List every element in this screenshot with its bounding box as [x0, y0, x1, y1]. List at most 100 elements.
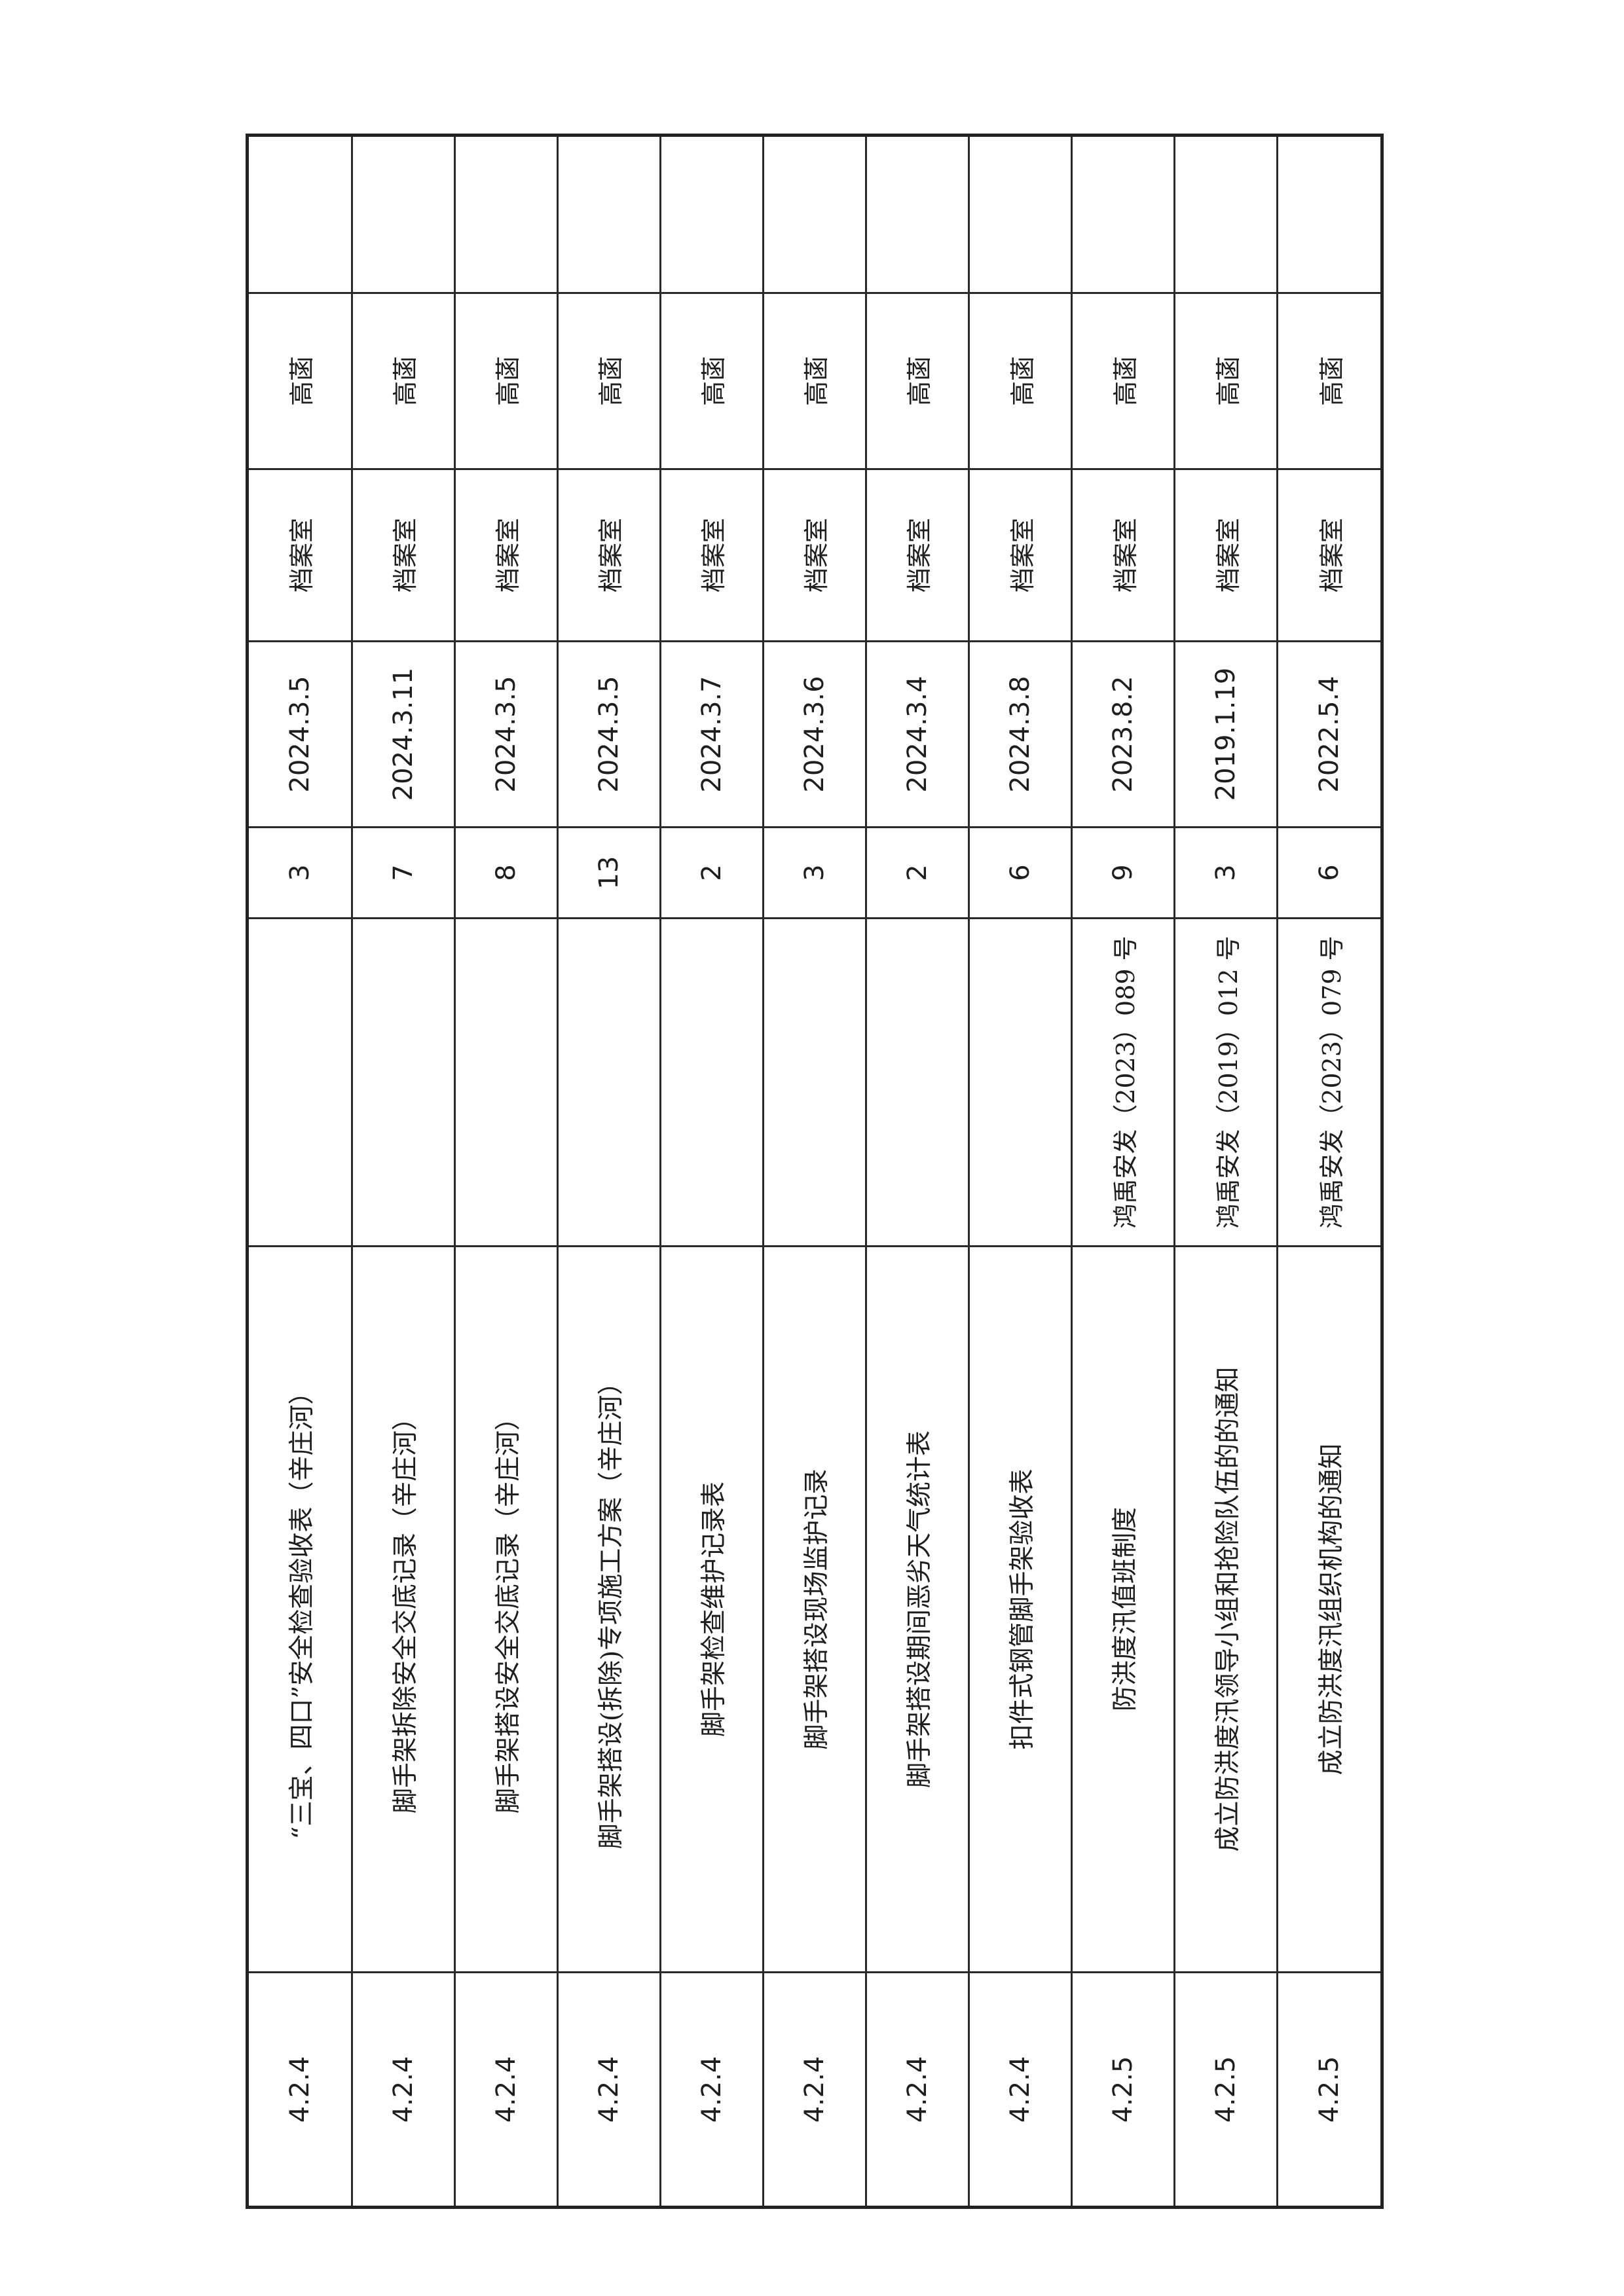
remark-cell	[247, 135, 352, 293]
page-count-cell: 2	[866, 827, 969, 919]
storage-location-cell: 档案室	[557, 469, 661, 642]
section-code-cell: 4.2.4	[866, 1972, 969, 2208]
storage-location-cell: 档案室	[1071, 469, 1175, 642]
document-number-cell	[763, 918, 866, 1247]
responsible-person-cell: 高菡	[557, 293, 661, 469]
page-count-cell: 9	[1071, 827, 1175, 919]
document-number-cell	[557, 918, 661, 1247]
description-cell: 脚手架检查维护记录表	[660, 1246, 764, 1973]
remark-cell	[763, 135, 866, 293]
section-code-cell: 4.2.4	[969, 1972, 1072, 2208]
document-number-cell: 鸿禹安发（2023）089 号	[1071, 918, 1175, 1247]
document-number-cell	[247, 918, 352, 1247]
date-cell: 2024.3.5	[454, 641, 558, 828]
date-cell: 2024.3.4	[866, 641, 969, 828]
table-row: 4.2.4 脚手架搭设安全交底记录（辛庄河） 8 2024.3.5 档案室 高菡	[454, 135, 558, 2208]
page-count-cell: 3	[247, 827, 352, 919]
storage-location-cell: 档案室	[1277, 469, 1382, 642]
date-cell: 2022.5.4	[1277, 641, 1382, 828]
description-cell: 成立防洪度汛组织机构的通知	[1277, 1246, 1382, 1973]
table-row: 4.2.4 脚手架搭设(拆除)专项施工方案（辛庄河） 13 2024.3.5 档案室 高菡	[557, 135, 661, 2208]
description-cell: 脚手架搭设(拆除)专项施工方案（辛庄河）	[557, 1246, 661, 1973]
section-code-cell: 4.2.5	[1277, 1972, 1382, 2208]
document-number-cell: 鸿禹安发（2019）012 号	[1174, 918, 1278, 1247]
date-cell: 2024.3.5	[557, 641, 661, 828]
remark-cell	[1071, 135, 1175, 293]
date-cell: 2019.1.19	[1174, 641, 1278, 828]
section-code-cell: 4.2.4	[557, 1972, 661, 2208]
page-count-cell: 13	[557, 827, 661, 919]
table-row: 4.2.4 脚手架搭设期间恶劣天气统计表 2 2024.3.4 档案室 高菡	[866, 135, 969, 2208]
responsible-person-cell: 高菡	[352, 293, 455, 469]
date-cell: 2023.8.2	[1071, 641, 1175, 828]
section-code-cell: 4.2.4	[247, 1972, 352, 2208]
table-row: 4.2.4 脚手架拆除安全交底记录（辛庄河） 7 2024.3.11 档案室 高菡	[352, 135, 455, 2208]
responsible-person-cell: 高菡	[969, 293, 1072, 469]
storage-location-cell: 档案室	[969, 469, 1072, 642]
page-count-cell: 2	[660, 827, 764, 919]
section-code-cell: 4.2.5	[1071, 1972, 1175, 2208]
archive-record-table: 4.2.4 “三宝、四口”安全检查验收表（辛庄河） 3 2024.3.5 档案室 高菡 4.…	[246, 134, 1384, 2209]
storage-location-cell: 档案室	[247, 469, 352, 642]
responsible-person-cell: 高菡	[866, 293, 969, 469]
page-count-cell: 3	[763, 827, 866, 919]
description-cell: 脚手架搭设安全交底记录（辛庄河）	[454, 1246, 558, 1973]
date-cell: 2024.3.8	[969, 641, 1072, 828]
responsible-person-cell: 高菡	[247, 293, 352, 469]
date-cell: 2024.3.7	[660, 641, 764, 828]
remark-cell	[352, 135, 455, 293]
responsible-person-cell: 高菡	[763, 293, 866, 469]
document-number-cell: 鸿禹安发（2023）079 号	[1277, 918, 1382, 1247]
section-code-cell: 4.2.4	[454, 1972, 558, 2208]
date-cell: 2024.3.6	[763, 641, 866, 828]
remark-cell	[557, 135, 661, 293]
responsible-person-cell: 高菡	[454, 293, 558, 469]
description-cell: 成立防洪度汛领导小组和抢险队伍的的通知	[1174, 1246, 1278, 1973]
remark-cell	[454, 135, 558, 293]
responsible-person-cell: 高菡	[660, 293, 764, 469]
table-row: 4.2.5 成立防洪度汛组织机构的通知 鸿禹安发（2023）079 号 6 2022.5…	[1277, 135, 1382, 2208]
section-code-cell: 4.2.4	[763, 1972, 866, 2208]
storage-location-cell: 档案室	[1174, 469, 1278, 642]
remark-cell	[866, 135, 969, 293]
responsible-person-cell: 高菡	[1174, 293, 1278, 469]
page-count-cell: 7	[352, 827, 455, 919]
storage-location-cell: 档案室	[763, 469, 866, 642]
storage-location-cell: 档案室	[454, 469, 558, 642]
description-cell: “三宝、四口”安全检查验收表（辛庄河）	[247, 1246, 352, 1973]
document-number-cell	[454, 918, 558, 1247]
description-cell: 脚手架拆除安全交底记录（辛庄河）	[352, 1246, 455, 1973]
table-row: 4.2.5 防洪度汛值班制度 鸿禹安发（2023）089 号 9 2023.8.2 档案室…	[1071, 135, 1175, 2208]
page-count-cell: 6	[1277, 827, 1382, 919]
table-row: 4.2.4 “三宝、四口”安全检查验收表（辛庄河） 3 2024.3.5 档案室 高菡	[247, 135, 352, 2208]
description-cell: 防洪度汛值班制度	[1071, 1246, 1175, 1973]
storage-location-cell: 档案室	[352, 469, 455, 642]
description-cell: 扣件式钢管脚手架验收表	[969, 1246, 1072, 1973]
remark-cell	[660, 135, 764, 293]
rotated-table-page: 4.2.4 “三宝、四口”安全检查验收表（辛庄河） 3 2024.3.5 档案室 高菡 4.…	[246, 134, 1384, 2209]
section-code-cell: 4.2.5	[1174, 1972, 1278, 2208]
table-row: 4.2.4 脚手架搭设现场监护记录 3 2024.3.6 档案室 高菡	[763, 135, 866, 2208]
document-number-cell	[660, 918, 764, 1247]
remark-cell	[969, 135, 1072, 293]
date-cell: 2024.3.11	[352, 641, 455, 828]
section-code-cell: 4.2.4	[352, 1972, 455, 2208]
page-count-cell: 3	[1174, 827, 1278, 919]
page-count-cell: 6	[969, 827, 1072, 919]
document-number-cell	[969, 918, 1072, 1247]
table-row: 4.2.4 扣件式钢管脚手架验收表 6 2024.3.8 档案室 高菡	[969, 135, 1072, 2208]
page-count-cell: 8	[454, 827, 558, 919]
remark-cell	[1277, 135, 1382, 293]
document-number-cell	[352, 918, 455, 1247]
date-cell: 2024.3.5	[247, 641, 352, 828]
description-cell: 脚手架搭设现场监护记录	[763, 1246, 866, 1973]
table-body: 4.2.4 “三宝、四口”安全检查验收表（辛庄河） 3 2024.3.5 档案室 高菡 4.…	[247, 135, 1382, 2208]
responsible-person-cell: 高菡	[1277, 293, 1382, 469]
storage-location-cell: 档案室	[660, 469, 764, 642]
remark-cell	[1174, 135, 1278, 293]
document-number-cell	[866, 918, 969, 1247]
section-code-cell: 4.2.4	[660, 1972, 764, 2208]
table-row: 4.2.4 脚手架检查维护记录表 2 2024.3.7 档案室 高菡	[660, 135, 764, 2208]
responsible-person-cell: 高菡	[1071, 293, 1175, 469]
